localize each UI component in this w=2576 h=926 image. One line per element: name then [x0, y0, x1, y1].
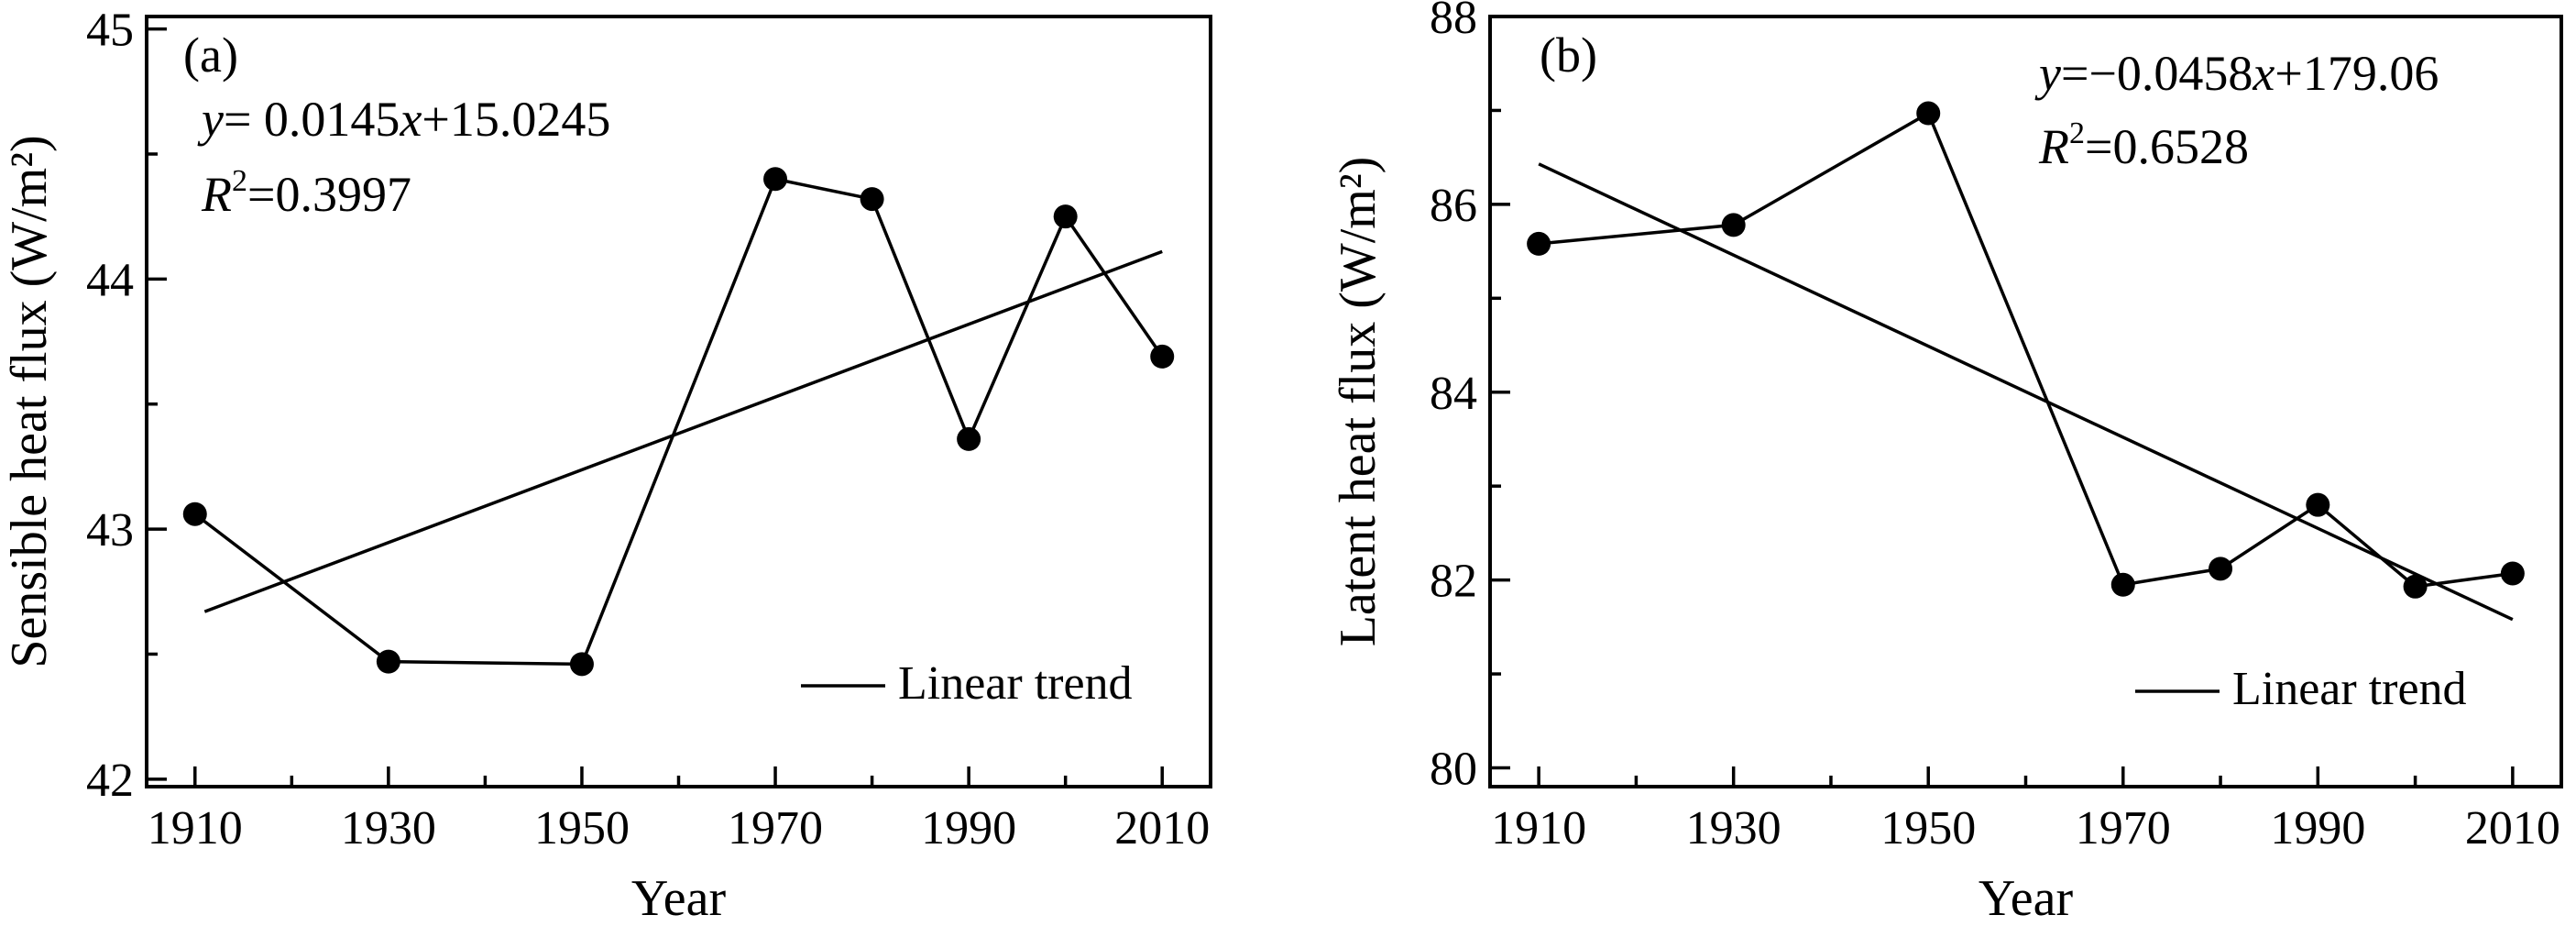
- r-squared: R2=0.3997: [201, 164, 411, 222]
- x-axis-label: Year: [1979, 870, 2074, 926]
- data-point: [1150, 344, 1175, 369]
- data-point: [1916, 101, 1941, 126]
- data-point: [376, 649, 400, 674]
- x-tick-label: 1950: [1880, 802, 1976, 854]
- eq-intercept: +15.0245: [422, 92, 610, 147]
- panel-label: (b): [1540, 28, 1597, 83]
- x-tick-label: 2010: [2465, 802, 2560, 854]
- x-tick-label: 1970: [2076, 802, 2171, 854]
- y-tick-label: 88: [1430, 0, 1477, 44]
- y-tick-label: 45: [86, 5, 134, 57]
- r2-label: R: [201, 167, 232, 222]
- trend-equation: y= 0.0145x+15.0245: [197, 92, 610, 147]
- eq-slope: =−0.0458: [2061, 46, 2253, 101]
- y-tick-label: 80: [1430, 744, 1477, 796]
- eq-y: y: [197, 92, 224, 147]
- linear-trend-line: [203, 249, 1163, 613]
- x-tick-label: 1950: [534, 802, 630, 854]
- data-point: [2500, 561, 2525, 586]
- y-tick-label: 82: [1430, 556, 1477, 608]
- data-point: [2306, 492, 2330, 517]
- eq-x: x: [399, 92, 422, 147]
- y-tick-label: 84: [1430, 368, 1477, 420]
- trend-equation: y=−0.0458x+179.06: [2034, 46, 2439, 101]
- data-point: [1721, 213, 1746, 237]
- eq-x: x: [2252, 46, 2275, 101]
- eq-slope: = 0.0145: [224, 92, 400, 147]
- y-tick-label: 43: [86, 504, 134, 557]
- r2-value: =0.6528: [2085, 119, 2249, 174]
- x-tick-label: 1930: [1686, 802, 1781, 854]
- data-point: [763, 167, 788, 192]
- x-tick-label: 1970: [728, 802, 823, 854]
- data-point: [2209, 557, 2233, 581]
- r2-label: R: [2038, 119, 2069, 174]
- x-axis-label: Year: [631, 870, 727, 926]
- x-tick-label: 1910: [148, 802, 243, 854]
- r2-value: =0.3997: [247, 167, 411, 222]
- y-tick-label: 86: [1430, 180, 1477, 232]
- x-tick-label: 2010: [1114, 802, 1210, 854]
- r2-superscript: 2: [232, 164, 247, 198]
- panel-label: (a): [183, 28, 238, 83]
- data-point: [860, 187, 884, 212]
- data-point: [182, 502, 207, 526]
- data-point: [1053, 204, 1078, 229]
- series-line: [193, 177, 1164, 667]
- y-axis-label: Sensible heat flux (W/m²): [1, 135, 58, 667]
- y-tick-label: 42: [86, 755, 134, 807]
- data-point: [2110, 572, 2135, 597]
- panel-a: 1910 1930 1950 1970 1990 2010 42 43 44 45 Year Sens…: [1, 5, 1212, 926]
- legend-label: Linear trend: [898, 657, 1133, 710]
- y-tick-label: 44: [86, 254, 134, 306]
- linear-trend-line: [1538, 162, 2514, 622]
- data-point: [957, 426, 981, 451]
- legend-label: Linear trend: [2232, 663, 2467, 715]
- x-tick-label: 1990: [2270, 802, 2365, 854]
- r2-superscript: 2: [2069, 116, 2085, 150]
- x-tick-label: 1990: [921, 802, 1016, 854]
- y-axis-label: Latent heat flux (W/m²): [1330, 157, 1387, 647]
- series-line: [1538, 111, 2514, 589]
- x-tick-label: 1930: [341, 802, 436, 854]
- data-point: [569, 652, 594, 677]
- panel-b: 1910 1930 1950 1970 1990 2010 80 82 84 86 88 Year La…: [1330, 0, 2563, 926]
- data-point: [1527, 231, 1551, 256]
- x-tick-label: 1910: [1491, 802, 1586, 854]
- r-squared: R2=0.6528: [2038, 116, 2249, 174]
- eq-intercept: +179.06: [2275, 46, 2439, 101]
- data-point: [2403, 574, 2428, 599]
- eq-y: y: [2034, 46, 2061, 101]
